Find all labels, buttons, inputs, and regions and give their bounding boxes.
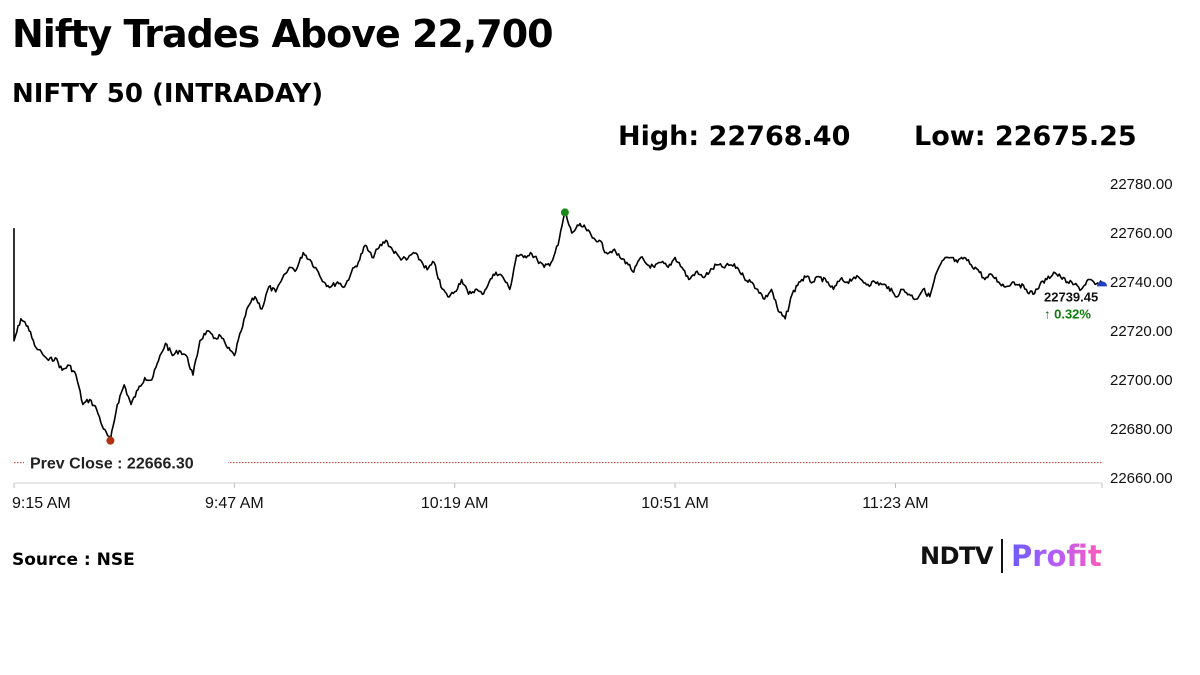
- prev-close-label: Prev Close : 22666.30: [30, 456, 194, 473]
- y-tick-label: 22720.00: [1110, 323, 1173, 340]
- y-tick-label: 22740.00: [1110, 274, 1173, 291]
- chart-subtitle: NIFTY 50 (INTRADAY): [12, 79, 324, 109]
- day-low-label: Low: 22675.25: [914, 121, 1137, 152]
- chart-title: Nifty Trades Above 22,700: [12, 12, 554, 56]
- x-tick-label: 9:47 AM: [205, 495, 264, 512]
- y-tick-label: 22780.00: [1110, 176, 1173, 193]
- y-tick-label: 22760.00: [1110, 225, 1173, 242]
- y-tick-label: 22660.00: [1110, 470, 1173, 487]
- x-axis: 9:15 AM 9:47 AM 10:19 AM 10:51 AM 11:23 AM: [12, 483, 1103, 512]
- low-marker: [106, 436, 115, 445]
- x-tick-label: 10:51 AM: [641, 495, 709, 512]
- last-price-marker: [1097, 281, 1107, 287]
- x-tick-label: 9:15 AM: [12, 495, 71, 512]
- logo-product: Profit: [1010, 539, 1102, 573]
- x-tick-label: 10:19 AM: [421, 495, 489, 512]
- y-tick-label: 22700.00: [1110, 372, 1173, 389]
- source-note: Source : NSE: [12, 550, 135, 570]
- ndtv-profit-logo: NDTV Profit: [920, 536, 1102, 576]
- price-series-line: [13, 211, 1103, 442]
- logo-brand: NDTV: [920, 542, 993, 570]
- day-high-label: High: 22768.40: [618, 121, 851, 152]
- y-tick-label: 22680.00: [1110, 421, 1173, 438]
- intraday-line-chart: 22780.00 22760.00 22740.00 22720.00 22700.00…: [12, 176, 1173, 512]
- y-axis: 22780.00 22760.00 22740.00 22720.00 22700.00…: [1110, 176, 1173, 487]
- x-tick-label: 11:23 AM: [862, 495, 928, 512]
- prev-close-label-bg: [24, 452, 228, 473]
- high-marker: [560, 208, 569, 217]
- logo-divider: [1000, 539, 1003, 573]
- last-price-label: 22739.45: [1044, 289, 1098, 304]
- change-percent-label: ↑ 0.32%: [1044, 306, 1091, 321]
